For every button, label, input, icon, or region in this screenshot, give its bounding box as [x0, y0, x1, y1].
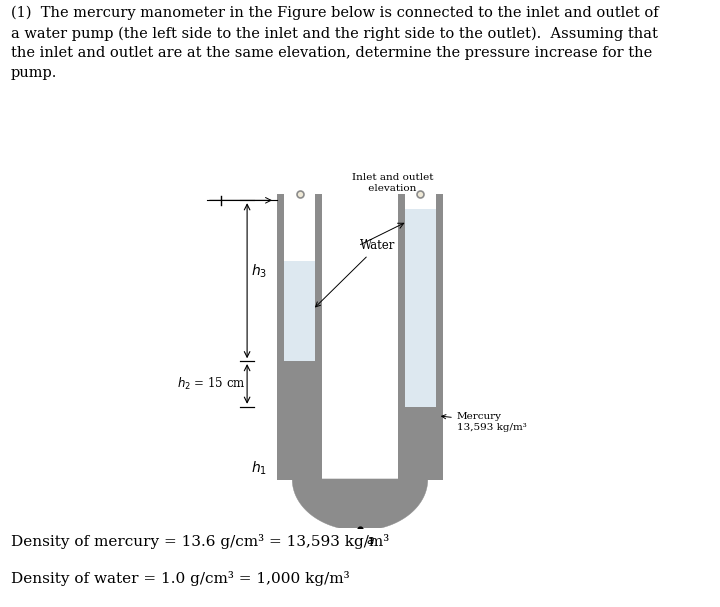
Text: Density of water = 1.0 g/cm³ = 1,000 kg/m³: Density of water = 1.0 g/cm³ = 1,000 kg/… [11, 572, 349, 586]
Bar [284, 361, 315, 480]
Text: Water: Water [315, 239, 395, 307]
Bar [405, 209, 436, 407]
Bar [405, 407, 436, 480]
Bar [284, 261, 315, 361]
Polygon shape [307, 480, 413, 520]
Text: (1)  The mercury manometer in the Figure below is connected to the inlet and out: (1) The mercury manometer in the Figure … [11, 6, 658, 80]
Text: Density of mercury = 13.6 g/cm³ = 13,593 kg/m³: Density of mercury = 13.6 g/cm³ = 13,593… [11, 534, 389, 549]
Text: $h_3$: $h_3$ [251, 263, 267, 280]
Bar [436, 194, 443, 480]
Bar [398, 194, 405, 480]
Text: Mercury
13,593 kg/m³: Mercury 13,593 kg/m³ [441, 412, 526, 432]
Bar [277, 194, 284, 480]
Polygon shape [307, 480, 413, 520]
Bar [315, 194, 322, 480]
Text: $h_1$: $h_1$ [251, 460, 267, 477]
Text: $a$: $a$ [366, 534, 375, 546]
Polygon shape [292, 480, 428, 531]
Text: Inlet and outlet
     elevation: Inlet and outlet elevation [352, 174, 433, 192]
Text: $h_2$ = 15 cm: $h_2$ = 15 cm [176, 376, 245, 392]
